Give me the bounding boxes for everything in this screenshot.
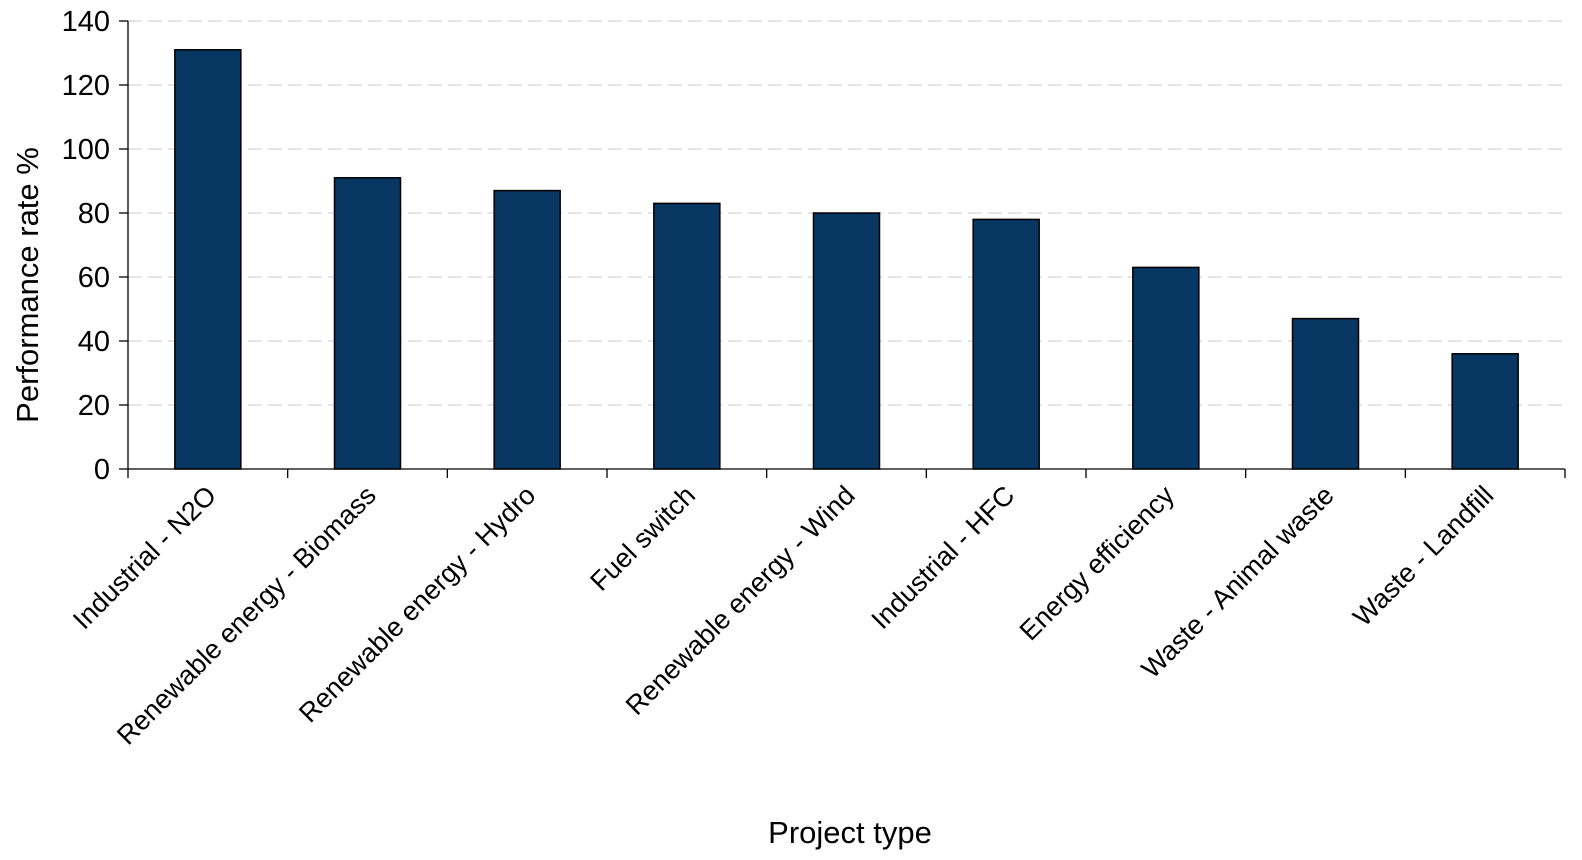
x-tick-label: Energy efficiency xyxy=(1014,480,1181,647)
bar xyxy=(812,212,881,470)
y-axis-ticks: 0 20 40 60 80 100 120 140 xyxy=(62,6,128,486)
y-tick-label: 100 xyxy=(62,134,110,166)
y-tick-label: 40 xyxy=(78,326,110,358)
y-axis-title: Performance rate % xyxy=(10,147,45,423)
x-tick-label: Industrial - N2O xyxy=(67,480,222,635)
bars xyxy=(174,49,1519,470)
x-tick-label: Fuel switch xyxy=(584,480,701,597)
bar xyxy=(1132,266,1200,470)
x-tick-label: Industrial - HFC xyxy=(866,480,1021,635)
bar xyxy=(1291,317,1360,470)
y-tick-label: 20 xyxy=(78,390,110,422)
axes xyxy=(127,21,1565,470)
y-tick-label: 120 xyxy=(62,70,110,102)
y-tick-label: 60 xyxy=(78,262,110,294)
y-tick-label: 80 xyxy=(78,198,110,230)
bar xyxy=(1451,353,1519,470)
bar xyxy=(653,202,721,470)
bar xyxy=(972,218,1040,470)
x-tick-label: Renewable energy - Biomass xyxy=(111,480,382,751)
y-tick-label: 140 xyxy=(62,6,110,38)
y-tick-label: 0 xyxy=(94,454,110,486)
bar xyxy=(333,177,402,470)
bar xyxy=(174,49,242,470)
bar xyxy=(493,189,561,470)
x-axis-title: Project type xyxy=(768,815,932,850)
x-tick-label: Waste - Landfill xyxy=(1347,480,1499,632)
